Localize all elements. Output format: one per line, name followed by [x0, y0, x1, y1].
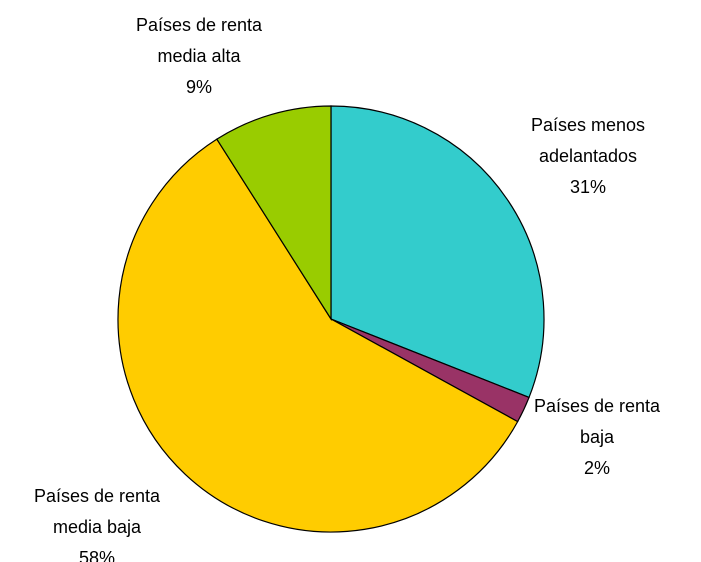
slice-value: 58% — [78, 548, 116, 562]
slice-label: Países menos adelantados 31% — [513, 110, 663, 203]
slice-label: Países de renta baja 2% — [522, 391, 672, 484]
slice-value: 31% — [569, 177, 607, 197]
pie-slice — [117, 138, 519, 533]
slice-name: Países de renta media baja — [33, 486, 161, 537]
slice-name: Países de renta media alta — [135, 15, 263, 66]
slice-label: Países de renta media baja 58% — [22, 481, 172, 562]
slice-name: Países menos adelantados — [530, 115, 646, 166]
slice-value: 9% — [185, 77, 212, 97]
slice-name: Países de renta baja — [533, 396, 661, 447]
slice-value: 2% — [583, 458, 610, 478]
pie-slice — [330, 105, 545, 399]
slice-label: Países de renta media alta 9% — [124, 10, 274, 103]
pie-slice — [216, 105, 332, 322]
